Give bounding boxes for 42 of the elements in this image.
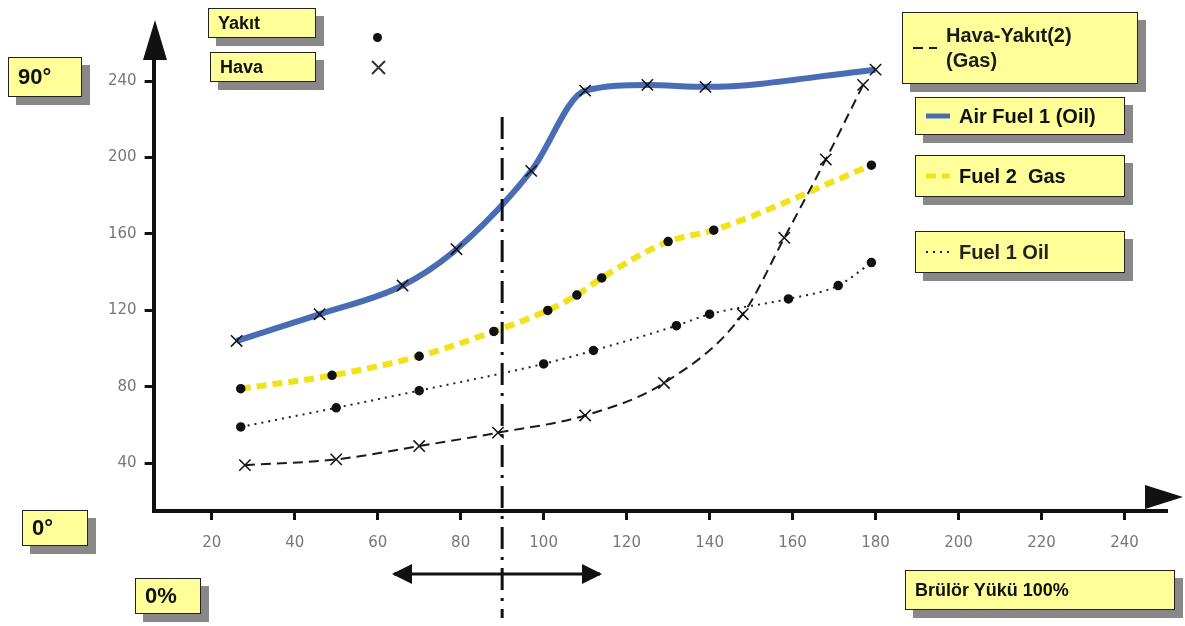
point	[412, 439, 426, 453]
x-tick-label: 200	[944, 532, 973, 551]
x-tick-label: 220	[1027, 532, 1056, 551]
x-tick-label: 100	[529, 532, 558, 551]
point	[704, 309, 715, 319]
y-tick-label: 240	[107, 71, 137, 89]
x-tick-label: 20	[202, 532, 222, 551]
point	[657, 376, 671, 390]
legend-label: Hava-Yakıt(2) (Gas)	[946, 23, 1072, 73]
point	[414, 385, 424, 396]
legend-label: Fuel 1 Oil	[959, 239, 1050, 265]
point	[856, 78, 870, 92]
point	[236, 422, 246, 432]
x-tick-label: 180	[861, 532, 890, 551]
point	[329, 453, 343, 466]
point	[819, 153, 833, 166]
point	[588, 345, 599, 356]
point	[777, 231, 791, 245]
x-tick-label: 240	[1110, 532, 1139, 551]
y-tick-label: 120	[107, 300, 137, 319]
legend-label: Air Fuel 1 (Oil)	[959, 103, 1096, 129]
y-tick-label: 40	[117, 453, 137, 472]
point	[736, 307, 750, 321]
point	[671, 320, 682, 331]
point	[578, 409, 592, 422]
x-tick-label: 80	[451, 532, 471, 551]
point	[491, 426, 505, 440]
x-tick-label: 160	[778, 532, 807, 551]
x-tick-label: 140	[695, 532, 724, 551]
point	[866, 257, 877, 268]
point	[833, 280, 843, 291]
x-tick-label: 40	[285, 532, 305, 551]
y-tick-label: 200	[107, 147, 137, 166]
point	[238, 458, 252, 472]
y-tick-label: 160	[107, 223, 137, 242]
legend-label: Fuel 2 Gas	[959, 163, 1066, 189]
point	[538, 359, 549, 369]
point	[783, 294, 794, 304]
x-tick-label: 120	[612, 532, 641, 551]
point	[331, 403, 341, 413]
y-tick-label: 80	[117, 376, 137, 395]
x-tick-label: 60	[368, 532, 388, 551]
